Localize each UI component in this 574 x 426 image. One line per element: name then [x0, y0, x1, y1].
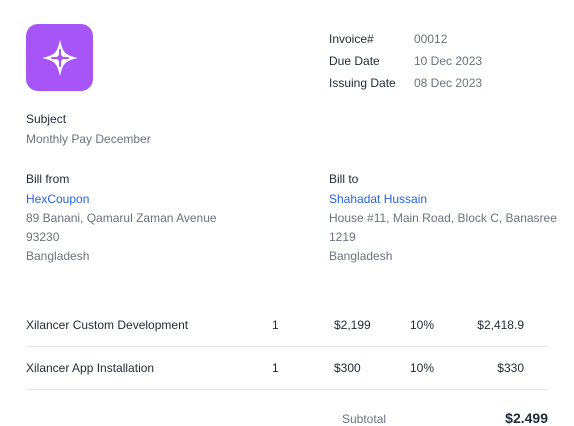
item-total: $2,418.9 — [477, 318, 524, 332]
table-row: Xilancer Custom Development 1 $2,199 10%… — [26, 304, 548, 347]
subject-value: Monthly Pay December — [26, 132, 151, 146]
bill-from-block: Bill from HexCoupon 89 Banani, Qamarul Z… — [26, 170, 217, 266]
bill-from-label: Bill from — [26, 172, 70, 186]
due-date-value: 10 Dec 2023 — [414, 54, 483, 68]
table-row: Xilancer App Installation 1 $300 10% $33… — [26, 347, 548, 390]
item-qty: 1 — [272, 361, 279, 375]
due-date-row: Due Date 10 Dec 2023 — [329, 50, 482, 72]
bill-from-address: 89 Banani, Qamarul Zaman Avenue — [26, 211, 217, 225]
item-tax: 10% — [410, 361, 435, 375]
item-name: Xilancer App Installation — [26, 361, 155, 375]
bill-from-postcode: 93230 — [26, 230, 60, 244]
issuing-date-value: 08 Dec 2023 — [414, 76, 483, 90]
bill-to-address: House #11, Main Road, Block C, Banasree — [329, 211, 557, 225]
item-price: $2,199 — [334, 318, 371, 332]
invoice-number-value: 00012 — [414, 32, 448, 46]
company-logo — [26, 24, 93, 91]
bill-to-country: Bangladesh — [329, 249, 393, 263]
bill-from-country: Bangladesh — [26, 249, 90, 263]
item-price: $300 — [334, 361, 361, 375]
item-tax: 10% — [410, 318, 435, 332]
item-qty: 1 — [272, 318, 279, 332]
subject-label: Subject — [26, 112, 67, 126]
sparkle-logo-icon — [41, 39, 78, 76]
subtotal-value: $2.499 — [505, 410, 548, 426]
bill-to-block: Bill to Shahadat Hussain House #11, Main… — [329, 170, 557, 266]
invoice-number-row: Invoice# 00012 — [329, 28, 482, 50]
invoice-number-label: Invoice# — [329, 32, 374, 46]
due-date-label: Due Date — [329, 54, 380, 68]
subtotal-label: Subtotal — [342, 412, 387, 426]
bill-to-label: Bill to — [329, 172, 359, 186]
item-total: $330 — [497, 361, 524, 375]
issuing-date-label: Issuing Date — [329, 76, 396, 90]
issuing-date-row: Issuing Date 08 Dec 2023 — [329, 72, 482, 94]
subject-block: Subject Monthly Pay December — [26, 110, 151, 149]
item-name: Xilancer Custom Development — [26, 318, 189, 332]
bill-to-name[interactable]: Shahadat Hussain — [329, 192, 428, 206]
bill-from-name[interactable]: HexCoupon — [26, 192, 90, 206]
invoice-meta: Invoice# 00012 Due Date 10 Dec 2023 Issu… — [329, 28, 482, 94]
bill-to-postcode: 1219 — [329, 230, 356, 244]
line-items-table: Xilancer Custom Development 1 $2,199 10%… — [26, 304, 548, 390]
